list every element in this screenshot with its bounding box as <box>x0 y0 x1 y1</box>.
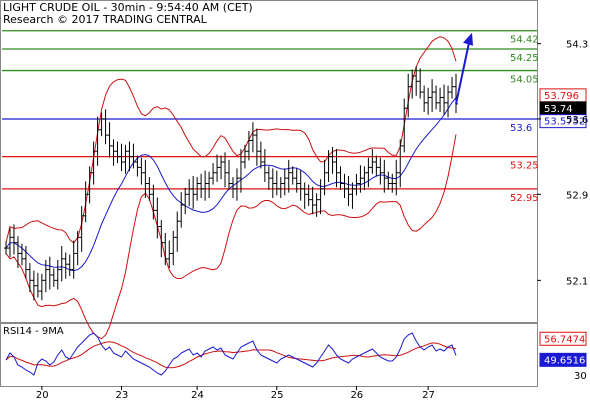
rsi-lines <box>5 332 457 376</box>
level-label: 54.25 <box>510 53 539 64</box>
rsi-line <box>5 332 457 376</box>
value-box-label: 53.796 <box>544 91 579 102</box>
value-box-label: 53.5752 <box>544 117 585 128</box>
rsi-value-label: 56.7474 <box>544 334 585 345</box>
price-bars <box>4 66 458 301</box>
lower-band <box>5 134 457 340</box>
time-tick-label: 27 <box>422 390 435 400</box>
moving-average <box>5 97 457 272</box>
level-label: 52.95 <box>510 193 539 204</box>
time-tick-label: 25 <box>271 390 284 400</box>
value-boxes: 53.796 53.74 53.5752 <box>539 88 587 129</box>
price-tick-label: 52.9 <box>566 190 588 201</box>
time-tick-label: 23 <box>115 390 128 400</box>
time-tick-label: 20 <box>36 390 49 400</box>
rsi-ma-line <box>5 341 457 369</box>
value-box-label: 53.74 <box>544 104 573 115</box>
level-label: 54.05 <box>510 75 539 86</box>
rsi-value-label: 49.6516 <box>544 355 585 366</box>
arrow-shaft <box>455 42 470 105</box>
level-label: 54.42 <box>510 35 539 46</box>
level-label: 53.25 <box>510 161 539 172</box>
price-tick-label: 52.1 <box>566 276 588 287</box>
ma-line <box>5 97 457 272</box>
time-tick-label: 26 <box>350 390 363 400</box>
bollinger-bands <box>5 36 457 340</box>
level-label: 53.6 <box>510 123 532 134</box>
rsi-tick-label: 30 <box>574 371 587 382</box>
chart-title: LIGHT CRUDE OIL - 30min - 9:54:40 AM (CE… <box>3 1 253 14</box>
price-tick-label: 54.3 <box>566 40 588 51</box>
arrow-head <box>463 32 473 46</box>
rsi-value-box <box>539 331 587 346</box>
rsi-panel-frame <box>0 323 538 387</box>
rsi-title: RSI14 - 9MA <box>3 326 64 337</box>
value-box <box>539 114 587 129</box>
rsi-value-box <box>539 352 587 367</box>
horizontal-levels: 54.42 54.25 54.05 53.6 53.25 52.95 <box>2 30 539 204</box>
time-axis: 20 23 24 25 26 27 <box>36 386 435 400</box>
chart-credit: Research © 2017 TRADING CENTRAL <box>3 13 207 26</box>
upper-band <box>5 36 457 244</box>
price-tick-label: 53.6 <box>566 115 588 126</box>
price-axis: 54.3 53.6 52.9 52.1 <box>537 40 588 287</box>
time-tick-label: 24 <box>191 390 204 400</box>
forecast-arrow <box>455 32 473 105</box>
price-panel-frame <box>0 0 538 323</box>
